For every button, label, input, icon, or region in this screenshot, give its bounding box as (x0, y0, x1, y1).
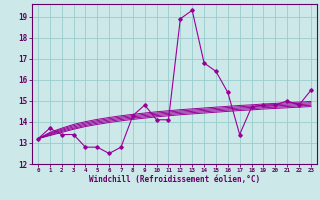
X-axis label: Windchill (Refroidissement éolien,°C): Windchill (Refroidissement éolien,°C) (89, 175, 260, 184)
